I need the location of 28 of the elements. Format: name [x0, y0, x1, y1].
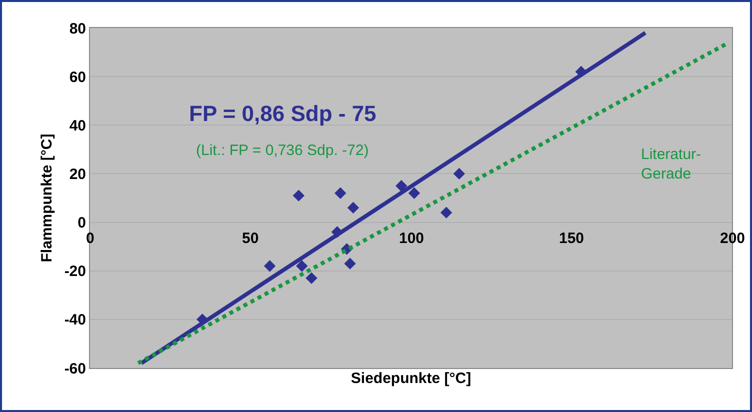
y-tick-label: 60 — [69, 68, 86, 86]
point — [440, 206, 452, 218]
point — [344, 258, 356, 270]
point — [453, 168, 465, 180]
annotation: FP = 0,86 Sdp - 75 — [189, 101, 376, 126]
x-axis-title: Siedepunkte [°C] — [350, 370, 472, 387]
y-tick-label: 80 — [69, 20, 86, 38]
x-tick-label: 100 — [399, 230, 424, 247]
y-tick-label: 20 — [69, 166, 86, 183]
y-tick-label: 40 — [69, 117, 86, 134]
point — [292, 190, 304, 202]
y-axis-title: Flammpunkte [°C] — [38, 134, 56, 262]
point — [306, 272, 318, 284]
point — [296, 260, 308, 272]
point — [334, 187, 346, 199]
x-tick-label: 150 — [559, 230, 584, 247]
y-tick-label: 0 — [78, 214, 86, 232]
point — [396, 180, 408, 192]
y-tick-label: -60 — [64, 360, 86, 378]
annotation: Literatur- Gerade — [641, 146, 702, 182]
point — [408, 187, 420, 199]
point — [264, 260, 276, 272]
x-tick-label: 50 — [242, 230, 259, 247]
x-tick-label: 200 — [720, 230, 746, 247]
y-tick-label: -40 — [64, 312, 86, 329]
y-tick-label: -20 — [64, 263, 86, 280]
annotation: (Lit.: FP = 0,736 Sdp. -72) — [196, 142, 369, 159]
point — [347, 202, 360, 214]
